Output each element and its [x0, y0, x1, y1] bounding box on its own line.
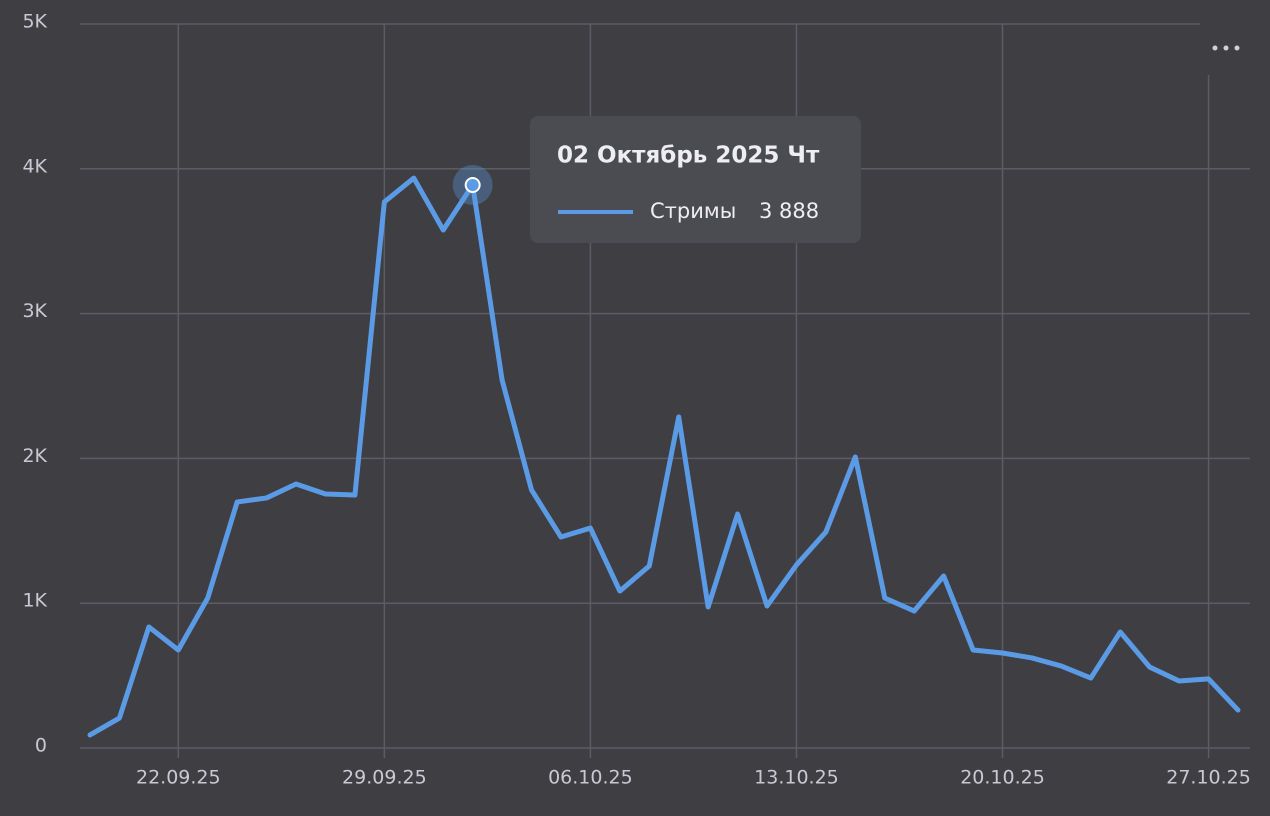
tooltip-series-name: Стримы	[650, 199, 736, 223]
tooltip: 02 Октябрь 2025 Чт Стримы 3 888	[530, 116, 861, 243]
tooltip-title: 02 Октябрь 2025 Чт	[557, 143, 820, 169]
x-tick-label: 27.10.25	[1166, 767, 1251, 789]
x-tick-label: 22.09.25	[136, 767, 221, 789]
tooltip-box	[530, 116, 861, 243]
y-tick-label: 2K	[22, 445, 47, 467]
x-tick-label: 13.10.25	[754, 767, 839, 789]
y-tick-label: 5K	[22, 11, 47, 33]
menu-button[interactable]	[1212, 45, 1240, 51]
y-tick-label: 3K	[22, 300, 47, 322]
x-tick-label: 20.10.25	[960, 767, 1045, 789]
y-tick-label: 0	[35, 735, 47, 757]
x-tick-label: 29.09.25	[342, 767, 427, 789]
tooltip-value: 3 888	[759, 199, 819, 223]
y-tick-label: 4K	[22, 155, 47, 177]
x-tick-label: 06.10.25	[548, 767, 633, 789]
y-tick-label: 1K	[22, 590, 47, 612]
data-line	[87, 175, 1241, 738]
hover-point	[464, 177, 481, 194]
